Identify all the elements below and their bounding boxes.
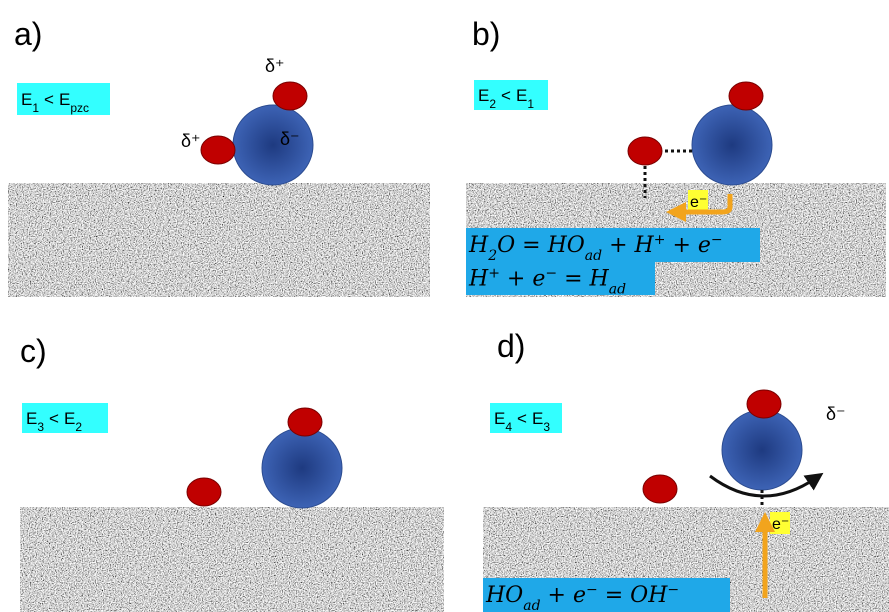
- equation: HOad + e− = OH−: [485, 582, 679, 612]
- equation-part: HO: [485, 583, 523, 608]
- cond-op: <: [44, 90, 54, 109]
- electron: e⁻: [772, 516, 789, 533]
- cond-left: E: [478, 86, 489, 105]
- equation-part: H: [468, 267, 489, 292]
- equation-part: = OH: [598, 583, 668, 608]
- cond-op: <: [49, 409, 59, 428]
- equation-part: + H: [602, 233, 654, 258]
- panel-label: a): [14, 16, 42, 52]
- panel-label: d): [497, 328, 525, 364]
- charge: δ⁻: [826, 404, 846, 424]
- hydrogen: [201, 136, 235, 164]
- hydrogen: [747, 390, 781, 418]
- hydrogen: [288, 408, 322, 436]
- oxygen: [692, 105, 772, 185]
- equation-part: +: [488, 266, 500, 282]
- equation-part: + e: [500, 267, 545, 292]
- cond-op: <: [501, 86, 511, 105]
- equation-part: ad: [609, 282, 626, 298]
- cond-left: E: [494, 409, 505, 428]
- equation-part: −: [711, 232, 723, 248]
- equation-part: +: [654, 232, 666, 248]
- cond-left-sub: 4: [505, 420, 512, 434]
- cond-right: E: [64, 409, 75, 428]
- diagram: a)E1<Epzcδ⁺δ⁺δ⁻b)E2<E1H2O = HOad + H+ + …: [0, 0, 889, 612]
- equation-part: H: [468, 233, 489, 258]
- charge: δ⁺: [265, 56, 285, 76]
- equation-part: + e: [665, 233, 710, 258]
- equation-part: ad: [523, 598, 540, 612]
- equation-part: = H: [557, 267, 609, 292]
- equation-part: O = HO: [497, 233, 585, 258]
- cond-right: E: [516, 86, 527, 105]
- cond-left-sub: 2: [489, 97, 496, 111]
- electron: e⁻: [690, 194, 707, 211]
- hydrogen: [729, 82, 763, 110]
- hydrogen: [628, 137, 662, 165]
- surface: [8, 183, 430, 297]
- oxygen: [233, 105, 313, 185]
- charge: δ⁻: [280, 129, 300, 149]
- cond-right-sub: 2: [75, 420, 82, 434]
- panel-label: c): [20, 333, 47, 369]
- surface: [20, 507, 444, 612]
- equation-part: ad: [585, 248, 602, 264]
- equation-part: −: [667, 582, 679, 598]
- cond-right: E: [59, 90, 70, 109]
- panel-label: b): [472, 16, 500, 52]
- cond-left: E: [26, 409, 37, 428]
- hydrogen: [643, 475, 677, 503]
- cond-op: <: [517, 409, 527, 428]
- cond-right-sub: pzc: [70, 101, 89, 115]
- charge: δ⁺: [181, 131, 201, 151]
- equation-part: 2: [487, 248, 497, 264]
- oxygen: [722, 410, 802, 490]
- cond-right-sub: 3: [543, 420, 550, 434]
- cond-right: E: [532, 409, 543, 428]
- equation-part: −: [545, 266, 557, 282]
- equation-part: + e: [541, 583, 586, 608]
- cond-left-sub: 3: [37, 420, 44, 434]
- cond-right-sub: 1: [527, 97, 534, 111]
- oxygen: [262, 428, 342, 508]
- hydrogen: [187, 478, 221, 506]
- cond-left: E: [21, 90, 32, 109]
- cond-left-sub: 1: [32, 101, 39, 115]
- equation-part: −: [586, 582, 598, 598]
- hydrogen: [273, 82, 307, 110]
